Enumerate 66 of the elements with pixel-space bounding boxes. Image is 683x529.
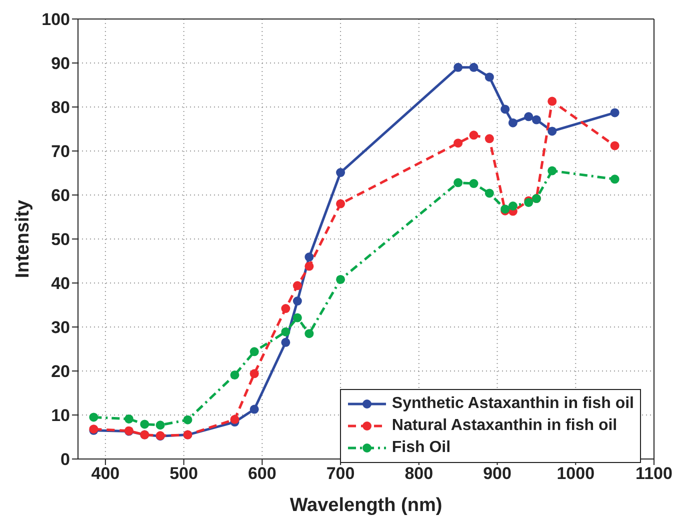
point: [292, 296, 302, 306]
point: [156, 420, 165, 430]
point: [140, 420, 150, 429]
point: [292, 313, 302, 322]
legend-label: Synthetic Astaxanthin in fish oil: [392, 394, 634, 414]
point: [336, 168, 346, 178]
point: [183, 415, 192, 424]
point: [484, 134, 494, 144]
x-tick-label: 400: [91, 464, 120, 484]
y-axis-title: Intensity: [12, 200, 34, 278]
x-tick-label: 700: [326, 464, 355, 484]
point: [524, 112, 534, 122]
point: [281, 327, 290, 336]
y-tick-label: 80: [51, 98, 70, 118]
point: [469, 62, 478, 72]
point: [454, 62, 463, 72]
point: [250, 347, 259, 356]
x-tick-label: 800: [404, 464, 434, 484]
y-tick-label: 20: [51, 362, 70, 382]
point: [89, 412, 98, 422]
point: [304, 262, 314, 271]
x-tick-label: 1100: [636, 464, 672, 484]
y-tick-label: 60: [51, 186, 70, 206]
x-tick-label: 1000: [556, 464, 595, 484]
x-tick-label: 900: [483, 464, 512, 484]
point: [508, 118, 518, 128]
y-tick-label: 40: [51, 274, 70, 294]
point: [281, 304, 290, 314]
point: [250, 369, 259, 378]
point: [508, 202, 518, 210]
point: [250, 404, 259, 414]
point: [500, 104, 510, 114]
point: [281, 338, 290, 347]
point: [610, 141, 620, 150]
point: [304, 252, 314, 262]
y-tick-label: 90: [51, 54, 70, 74]
y-tick-label: 50: [51, 230, 70, 250]
point: [336, 274, 346, 284]
y-tick-label: 70: [51, 142, 70, 162]
point: [484, 72, 494, 82]
point: [230, 370, 240, 380]
y-tick-label: 10: [51, 406, 70, 426]
point: [484, 188, 494, 198]
point: [454, 178, 463, 188]
point: [230, 414, 240, 424]
legend-label: Fish Oil: [392, 438, 451, 458]
point: [469, 179, 478, 188]
x-tick-label: 500: [170, 464, 198, 484]
point: [454, 138, 463, 148]
point: [610, 174, 620, 184]
y-tick-label: 0: [60, 450, 70, 470]
x-axis-title: Wavelength (nm): [290, 495, 442, 516]
point: [532, 115, 541, 124]
point: [610, 108, 620, 118]
legend-label: Natural Astaxanthin in fish oil: [392, 416, 618, 436]
point: [548, 166, 557, 176]
point: [469, 130, 478, 140]
point: [548, 126, 557, 136]
point: [336, 199, 346, 208]
y-tick-label: 100: [42, 10, 70, 30]
point: [124, 414, 134, 424]
point: [548, 96, 557, 106]
x-tick-label: 600: [248, 464, 276, 484]
y-tick-label: 30: [51, 318, 70, 338]
point: [292, 281, 302, 290]
point: [304, 329, 314, 338]
